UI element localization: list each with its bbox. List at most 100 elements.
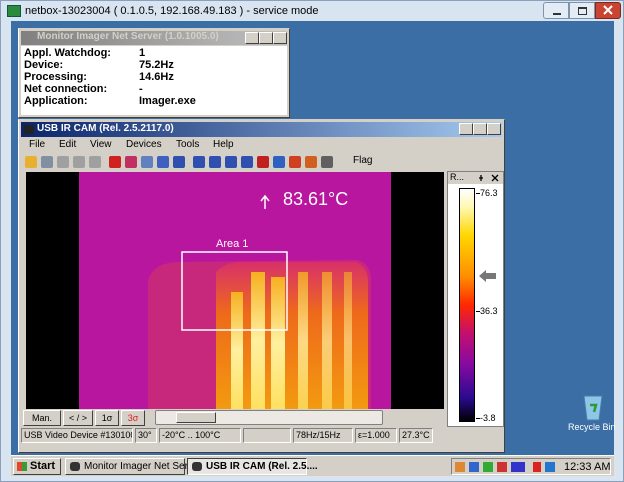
close-btn[interactable] bbox=[487, 123, 501, 135]
mode-button[interactable]: < / > bbox=[63, 410, 93, 426]
maximize-button[interactable] bbox=[569, 2, 595, 19]
max-btn[interactable] bbox=[259, 32, 273, 44]
task-button[interactable]: USB IR CAM (Rel. 2.5.... bbox=[187, 458, 318, 475]
start-logo bbox=[17, 462, 27, 471]
flag-button[interactable]: Flag bbox=[353, 155, 373, 166]
toolbar-icon[interactable] bbox=[193, 156, 205, 168]
toolbar-icon[interactable] bbox=[89, 156, 101, 168]
toolbar-icon[interactable] bbox=[41, 156, 53, 168]
toolbar-icon[interactable] bbox=[273, 156, 285, 168]
row-value: Imager.exe bbox=[139, 95, 196, 107]
toolbar-icon[interactable] bbox=[241, 156, 253, 168]
max-btn[interactable] bbox=[473, 123, 487, 135]
status-field: USB Video Device #13010097 bbox=[21, 428, 133, 443]
mode-button[interactable]: 3σ bbox=[121, 410, 145, 426]
task-icon bbox=[192, 462, 202, 471]
row-value: 14.6Hz bbox=[139, 71, 174, 83]
colorbar bbox=[459, 188, 475, 422]
close-button[interactable] bbox=[595, 2, 621, 19]
menu-item[interactable]: Tools bbox=[176, 139, 200, 150]
toolbar-icon[interactable] bbox=[73, 156, 85, 168]
toolbar-icon[interactable] bbox=[57, 156, 69, 168]
toolbar-icon[interactable] bbox=[173, 156, 185, 168]
menu-item[interactable]: Help bbox=[213, 139, 234, 150]
monitor-content: Appl. Watchdog: 1 Device: 75.2Hz Processing:… bbox=[21, 46, 287, 115]
status-field: 78Hz/15Hz bbox=[293, 428, 353, 443]
mode-buttons: Man. < / >1σ 3σ bbox=[23, 409, 443, 426]
toolbar-icon[interactable] bbox=[141, 156, 153, 168]
scale-label: -3.8 bbox=[480, 413, 496, 423]
camera-titlebar: USB IR CAM (Rel. 2.5.2117.0) bbox=[21, 122, 502, 137]
toolbar-icon[interactable] bbox=[289, 156, 301, 168]
fin bbox=[322, 272, 332, 409]
maximize-glyph bbox=[578, 7, 587, 15]
scale-title: R... bbox=[450, 172, 465, 182]
task-button[interactable]: Monitor Imager Net Serv... bbox=[65, 458, 201, 475]
close-glyph bbox=[603, 5, 613, 15]
scale-tick bbox=[476, 193, 480, 194]
start-button[interactable]: Start bbox=[13, 458, 61, 475]
status-field: 30° bbox=[135, 428, 157, 443]
close-btn[interactable] bbox=[273, 32, 287, 44]
area-label: Area 1 bbox=[216, 238, 249, 250]
fin bbox=[251, 272, 265, 409]
max-arrow bbox=[260, 194, 270, 209]
toolbar-icon[interactable] bbox=[305, 156, 317, 168]
row-label: Net connection: bbox=[24, 83, 108, 95]
outer-title: netbox-13023004 ( 0.1.0.5, 192.168.49.18… bbox=[25, 5, 319, 17]
scale-header-glyphs bbox=[479, 174, 499, 182]
status-field: ε=1.000 bbox=[355, 428, 397, 443]
toolbar-icon[interactable] bbox=[125, 156, 137, 168]
scroll-thumb[interactable] bbox=[176, 412, 216, 423]
menu-item[interactable]: Devices bbox=[126, 139, 162, 150]
monitor-window: Monitor Imager Net Server (1.0.1005.0) A… bbox=[18, 28, 290, 118]
clock: 12:33 AM bbox=[564, 461, 611, 473]
mode-button[interactable]: 1σ bbox=[95, 410, 119, 426]
monitor-title: Monitor Imager Net Server (1.0.1005.0) bbox=[37, 31, 219, 42]
row-value: 75.2Hz bbox=[139, 59, 174, 71]
tray-icons bbox=[455, 462, 555, 472]
minimize-button[interactable] bbox=[543, 2, 569, 19]
scale-tick bbox=[476, 418, 480, 419]
min-btn[interactable] bbox=[459, 123, 473, 135]
toolbar-icon[interactable] bbox=[209, 156, 221, 168]
camera-window: USB IR CAM (Rel. 2.5.2117.0) File Edit Vie… bbox=[18, 119, 505, 453]
recycle-bin-label[interactable]: Recycle Bin bbox=[568, 422, 616, 432]
recycle-bin-icon[interactable] bbox=[580, 392, 606, 422]
row-label: Device: bbox=[24, 59, 64, 71]
fin bbox=[271, 277, 285, 409]
temperature-reading: 83.61°C bbox=[283, 189, 349, 209]
toolbar-icon[interactable] bbox=[157, 156, 169, 168]
toolbar-icon[interactable] bbox=[321, 156, 333, 168]
scale-header: R... bbox=[448, 172, 503, 184]
row-value: - bbox=[139, 83, 143, 95]
menu-item[interactable]: Edit bbox=[59, 139, 77, 150]
scale-tick bbox=[476, 311, 480, 312]
row-label: Application: bbox=[24, 95, 88, 107]
toolbar: Flag bbox=[23, 154, 502, 170]
status-field bbox=[243, 428, 291, 443]
scrollbar[interactable] bbox=[155, 410, 383, 425]
toolbar-icon[interactable] bbox=[109, 156, 121, 168]
mode-button[interactable]: Man. bbox=[23, 410, 61, 426]
scale-label: 36.3 bbox=[480, 306, 498, 316]
toolbar-icon[interactable] bbox=[25, 156, 37, 168]
min-btn[interactable] bbox=[245, 32, 259, 44]
minimize-glyph bbox=[553, 13, 561, 15]
level-arrow bbox=[479, 270, 496, 282]
fin bbox=[298, 272, 308, 409]
menu-item[interactable]: File bbox=[29, 139, 46, 150]
fin bbox=[231, 292, 243, 409]
camera-title-icon bbox=[24, 125, 34, 134]
start-label: Start bbox=[30, 460, 56, 472]
menu-item[interactable]: View bbox=[90, 139, 112, 150]
toolbar-icon[interactable] bbox=[257, 156, 269, 168]
thermal-image bbox=[79, 172, 391, 409]
toolbar-icon[interactable] bbox=[225, 156, 237, 168]
status-field: 27.3°C bbox=[399, 428, 433, 443]
row-value: 1 bbox=[139, 47, 146, 59]
area-rect bbox=[181, 251, 288, 331]
status-bar: USB Video Device #1301009730°-20°C .. 10… bbox=[21, 428, 502, 444]
fin bbox=[344, 272, 352, 409]
